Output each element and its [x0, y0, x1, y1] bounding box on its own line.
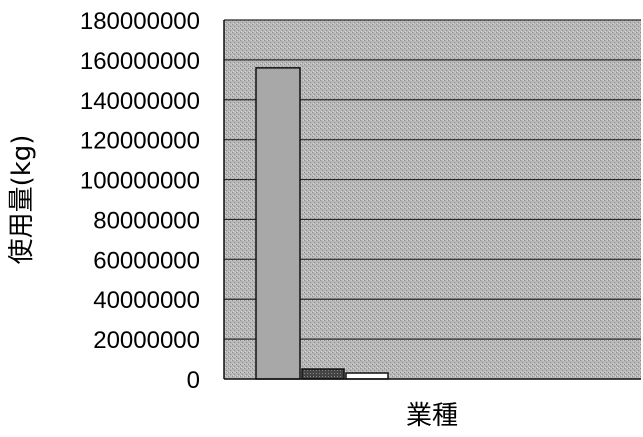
x-axis-title: 業種 — [406, 401, 458, 431]
y-tick-label: 40000000 — [93, 287, 200, 314]
y-axis-title: 使用量(kg) — [7, 135, 37, 265]
y-tick-label: 100000000 — [80, 168, 200, 195]
y-tick-label: 120000000 — [80, 128, 200, 155]
y-tick-label: 0 — [187, 367, 200, 394]
y-tick-label: 20000000 — [93, 327, 200, 354]
bar-2 — [301, 368, 345, 380]
y-tick-label: 60000000 — [93, 247, 200, 274]
y-tick-label: 160000000 — [80, 48, 200, 75]
y-tick-label: 80000000 — [93, 207, 200, 234]
bar-series — [255, 67, 389, 380]
bar-3 — [345, 372, 389, 380]
bar-1 — [255, 67, 301, 380]
y-axis-tick-labels: 0 20000000 40000000 60000000 80000000 1000000… — [80, 8, 200, 394]
y-tick-label: 180000000 — [80, 8, 200, 35]
y-tick-label: 140000000 — [80, 88, 200, 115]
